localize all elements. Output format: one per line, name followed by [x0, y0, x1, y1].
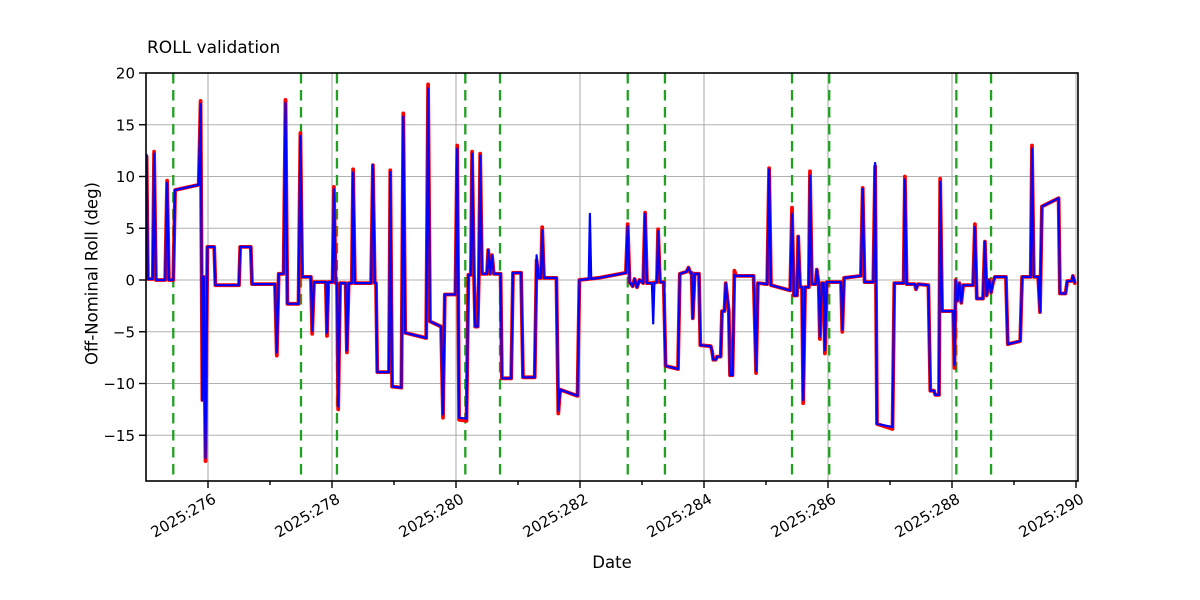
- y-axis-label: Off-Nominal Roll (deg): [82, 182, 102, 366]
- y-tick-label: 10: [116, 168, 135, 186]
- ticks: [139, 72, 1077, 488]
- x-tick-label: 2025:282: [520, 490, 591, 542]
- x-tick-label: 2025:286: [768, 490, 839, 542]
- y-tick-label: −15: [103, 427, 135, 445]
- validation-roll-line: [146, 87, 1076, 460]
- x-axis-label: Date: [592, 553, 632, 572]
- pass-boundary-lines: [172, 73, 993, 481]
- y-tick-label: 15: [116, 116, 135, 134]
- x-tick-label: 2025:276: [148, 490, 219, 542]
- y-tick-label: 0: [125, 272, 135, 290]
- x-tick-label: 2025:278: [272, 490, 343, 542]
- axes-spines: [145, 72, 1079, 482]
- x-tick-label: 2025:280: [396, 490, 467, 542]
- y-tick-label: 20: [116, 65, 135, 83]
- x-tick-label: 2025:284: [644, 490, 715, 542]
- x-tick-label: 2025:288: [892, 490, 963, 542]
- y-tick-label: 5: [125, 220, 135, 238]
- y-tick-label: −10: [103, 375, 135, 393]
- chart-title: ROLL validation: [147, 38, 281, 58]
- x-tick-label: 2025:290: [1016, 490, 1087, 542]
- y-tick-label: −5: [113, 323, 135, 341]
